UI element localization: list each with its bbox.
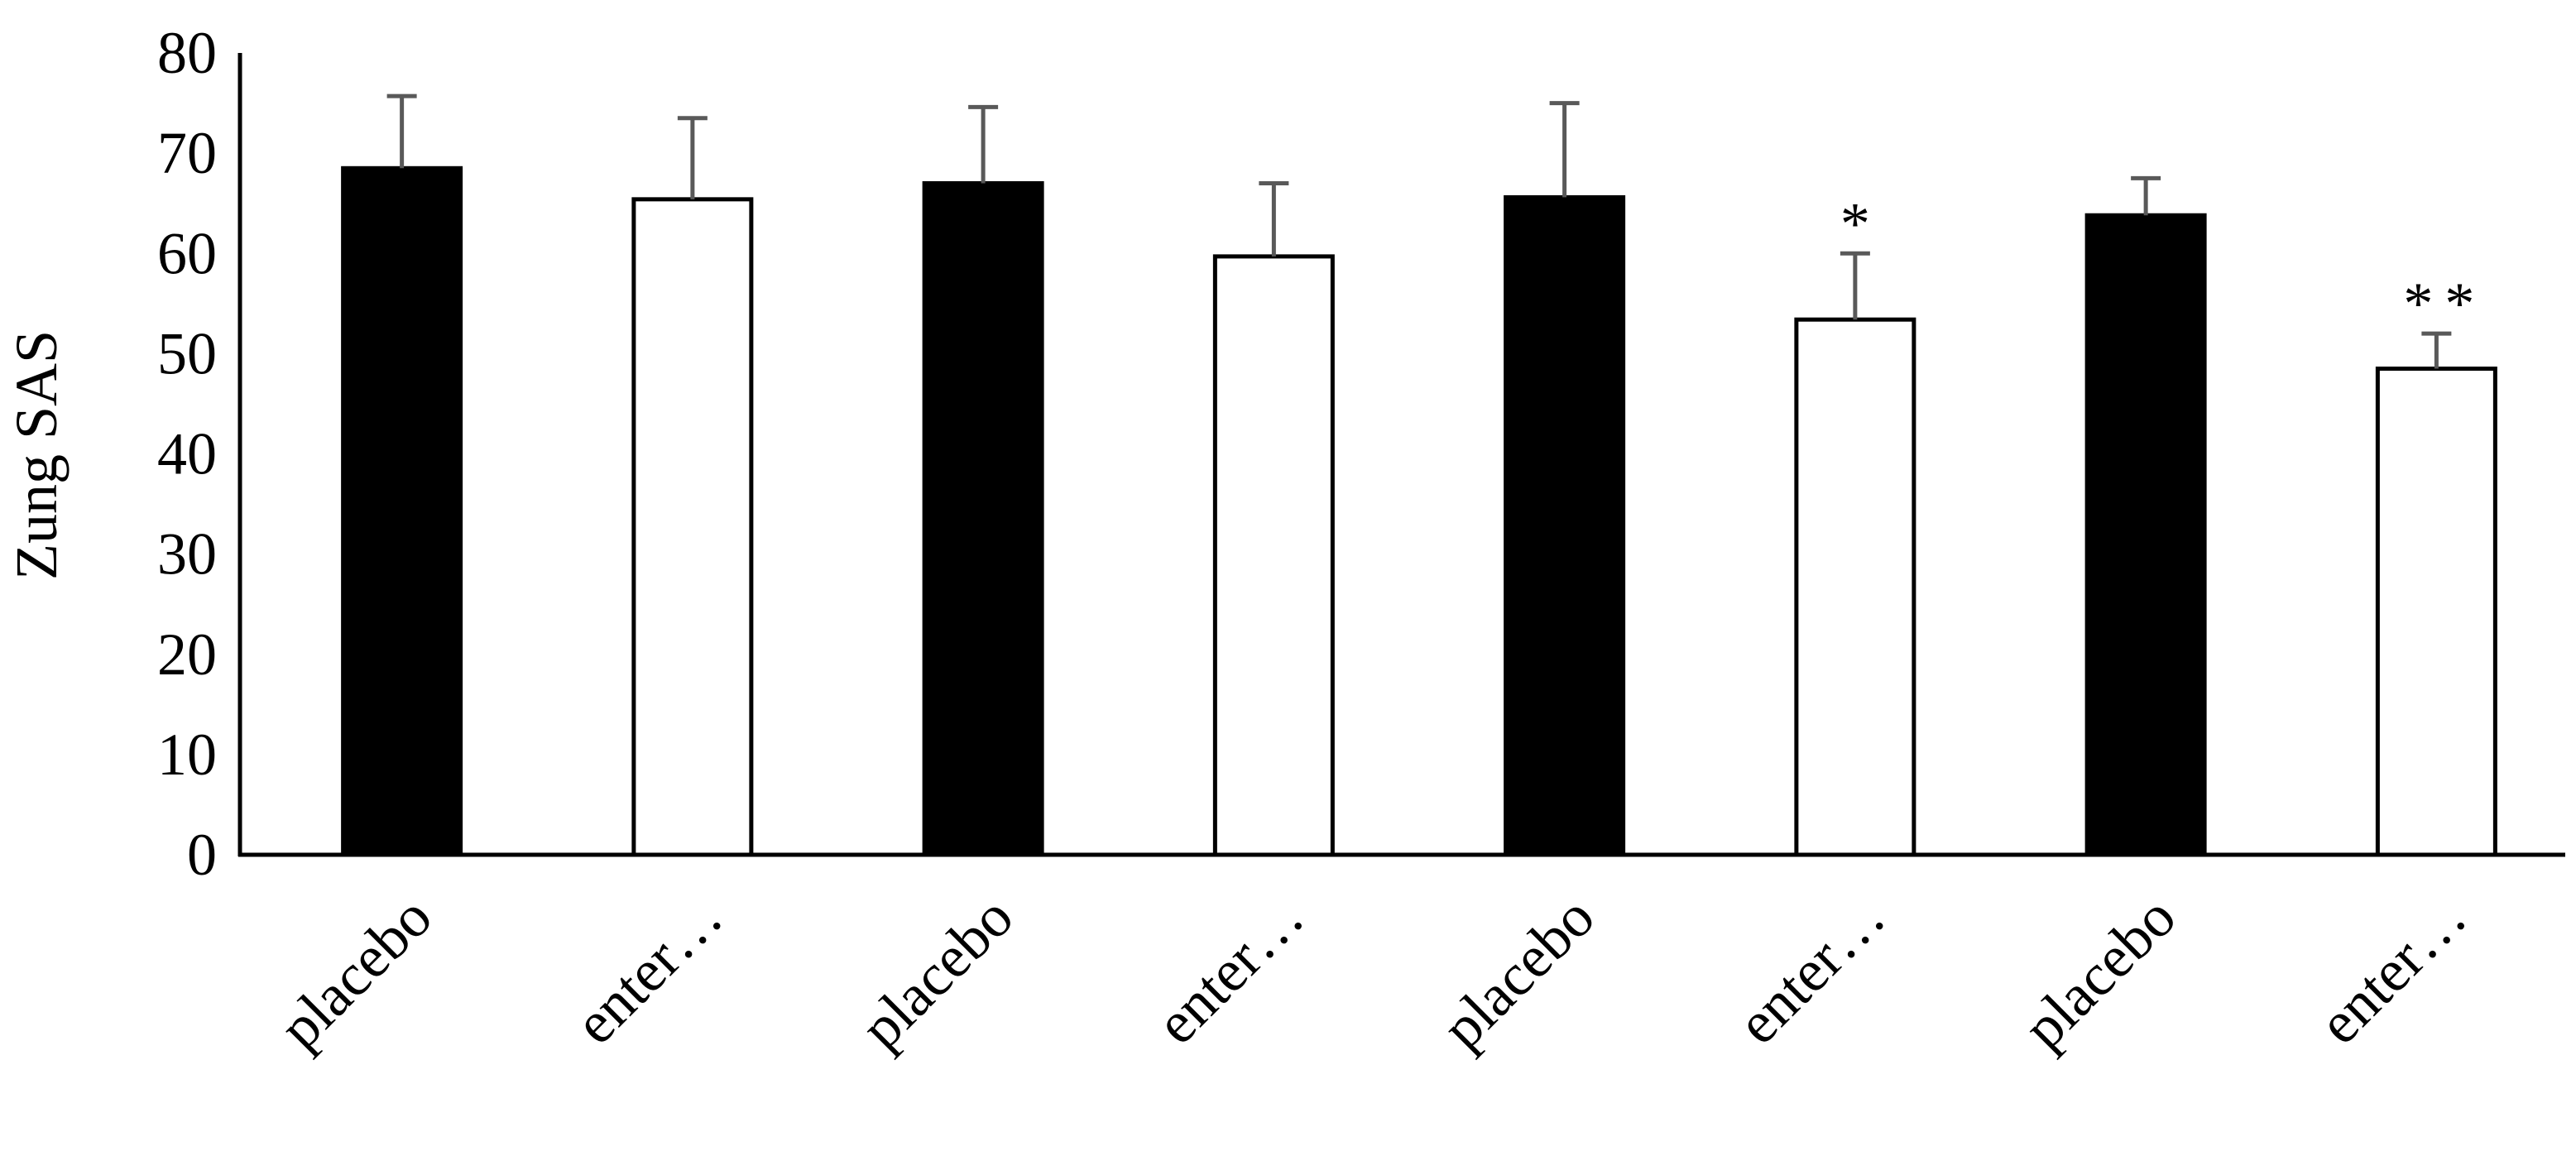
- error-bar: [677, 116, 708, 199]
- significance-annotations: ***: [1840, 190, 2486, 337]
- y-tick-label: 30: [157, 521, 217, 587]
- y-tick-label: 50: [157, 320, 217, 386]
- error-bar: [1840, 251, 1870, 320]
- bar: [1504, 194, 1626, 857]
- bar: [2375, 367, 2497, 857]
- x-tick-label: placebo: [848, 884, 1026, 1062]
- significance-marker: *: [1840, 190, 1870, 257]
- bar: [2084, 213, 2207, 857]
- error-bar: [386, 94, 417, 169]
- significance-marker: **: [2403, 271, 2486, 337]
- x-tick-label: enter…: [1143, 884, 1316, 1057]
- x-tick-label: enter…: [562, 884, 735, 1057]
- bar: [922, 180, 1044, 857]
- error-bar: [968, 104, 999, 184]
- y-tick-label: 20: [157, 621, 217, 688]
- x-tick-label: placebo: [266, 884, 444, 1062]
- x-tick-label: placebo: [2011, 884, 2189, 1062]
- x-tick-label: enter…: [2305, 884, 2478, 1057]
- y-tick-label: 10: [157, 722, 217, 788]
- bar: [631, 197, 754, 857]
- y-tick-labels: 0 10 20 30 40 50 60 70 80: [157, 20, 217, 888]
- y-tick-label: 0: [187, 822, 217, 888]
- y-axis-label: Zung SAS: [3, 330, 70, 580]
- error-bar: [2131, 175, 2161, 216]
- x-tick-label: placebo: [1429, 884, 1607, 1062]
- bar: [1212, 254, 1335, 857]
- y-tick-label: 80: [157, 20, 217, 86]
- y-tick-label: 40: [157, 421, 217, 487]
- error-bars: [386, 94, 2452, 369]
- x-tick-label: enter…: [1725, 884, 1897, 1057]
- y-tick-label: 60: [157, 220, 217, 286]
- x-tick-labels: placebo enter… placebo enter… placebo enter… p…: [266, 884, 2479, 1062]
- y-tick-label: 70: [157, 120, 217, 186]
- bar: [1794, 317, 1916, 857]
- error-bar: [1549, 101, 1580, 198]
- bars: [341, 165, 2497, 857]
- error-bar: [1259, 180, 1289, 257]
- error-bar: [2421, 331, 2452, 369]
- bar: [341, 165, 463, 857]
- y-axis-label-group: Zung SAS: [3, 330, 70, 580]
